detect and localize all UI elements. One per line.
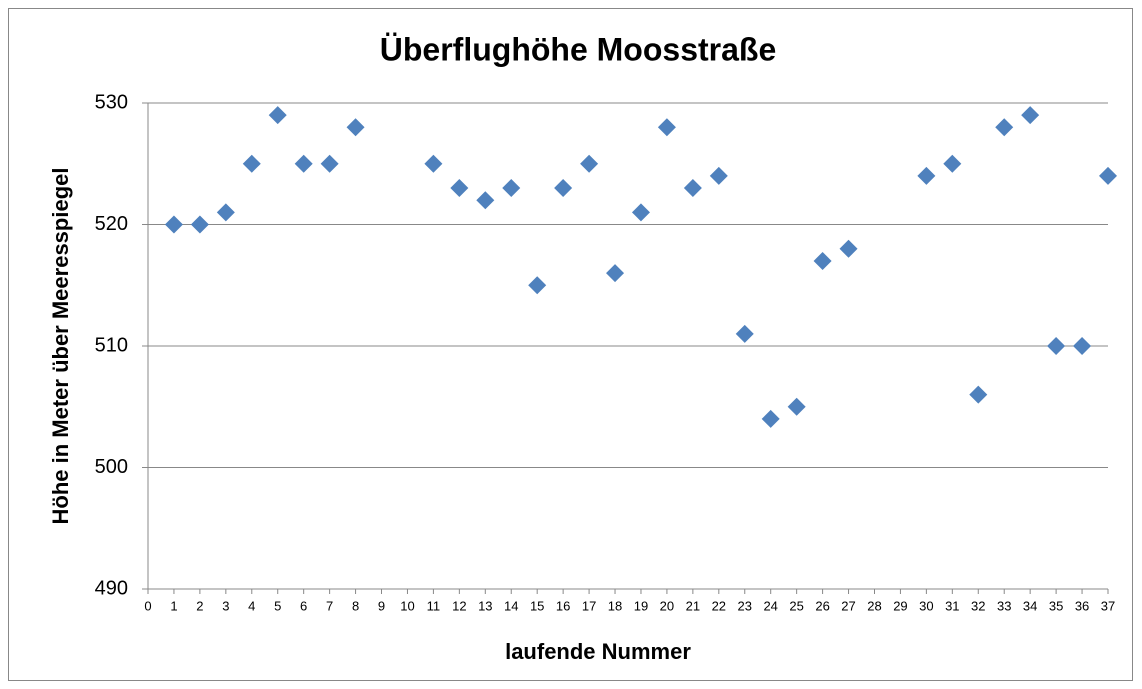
x-tick-label: 34 [1023, 598, 1037, 613]
x-tick-label: 6 [300, 598, 307, 613]
data-point [787, 397, 806, 416]
data-point [164, 215, 183, 234]
data-point [761, 409, 780, 428]
x-tick-label: 32 [971, 598, 985, 613]
x-tick-label: 31 [945, 598, 959, 613]
data-point [294, 154, 313, 173]
data-point [1099, 166, 1117, 185]
x-tick-label: 27 [841, 598, 855, 613]
x-tick-label: 13 [478, 598, 492, 613]
x-tick-label: 19 [634, 598, 648, 613]
x-tick-label: 17 [582, 598, 596, 613]
data-point [268, 106, 287, 125]
y-tick-label: 500 [95, 456, 128, 478]
x-tick-label: 33 [997, 598, 1011, 613]
data-point [969, 385, 988, 404]
x-tick-label: 3 [222, 598, 229, 613]
data-point [839, 239, 858, 258]
chart-border [8, 8, 1133, 681]
data-point [242, 154, 261, 173]
x-axis-label: laufende Nummer [505, 639, 691, 664]
x-tick-label: 29 [893, 598, 907, 613]
data-point [995, 118, 1014, 137]
data-point [190, 215, 209, 234]
x-tick-label: 16 [556, 598, 570, 613]
data-point [554, 179, 573, 198]
data-point [424, 154, 443, 173]
x-tick-label: 21 [686, 598, 700, 613]
data-point [709, 166, 728, 185]
x-tick-label: 2 [196, 598, 203, 613]
x-tick-label: 24 [763, 598, 777, 613]
y-tick-label: 530 [95, 91, 128, 113]
x-tick-label: 9 [378, 598, 385, 613]
y-axis-label: Höhe in Meter über Meeresspiegel [48, 168, 73, 525]
data-point [528, 276, 547, 295]
data-point [502, 179, 521, 198]
x-tick-label: 30 [919, 598, 933, 613]
x-tick-label: 23 [738, 598, 752, 613]
x-tick-label: 15 [530, 598, 544, 613]
x-tick-label: 26 [815, 598, 829, 613]
x-tick-label: 37 [1101, 598, 1115, 613]
x-tick-label: 36 [1075, 598, 1089, 613]
x-tick-label: 7 [326, 598, 333, 613]
data-point [631, 203, 650, 222]
data-point [580, 154, 599, 173]
data-point [657, 118, 676, 137]
x-tick-label: 1 [170, 598, 177, 613]
data-point [683, 179, 702, 198]
data-point [606, 264, 625, 283]
x-tick-label: 5 [274, 598, 281, 613]
data-point [735, 324, 754, 343]
x-tick-label: 35 [1049, 598, 1063, 613]
y-tick-label: 490 [95, 577, 128, 599]
x-tick-label: 28 [867, 598, 881, 613]
data-point [476, 191, 495, 210]
data-point [1047, 337, 1066, 355]
chart-title: Überflughöhe Moosstraße [380, 31, 776, 67]
x-tick-label: 11 [427, 598, 441, 613]
y-tick-label: 510 [95, 334, 128, 356]
x-tick-label: 22 [712, 598, 726, 613]
data-point [1073, 337, 1092, 355]
x-tick-label: 12 [452, 598, 466, 613]
x-tick-label: 14 [504, 598, 518, 613]
x-tick-label: 18 [608, 598, 622, 613]
data-point [320, 154, 339, 173]
data-point [813, 251, 832, 270]
x-tick-label: 4 [248, 598, 255, 613]
x-tick-label: 10 [400, 598, 414, 613]
x-tick-label: 25 [789, 598, 803, 613]
x-tick-label: 20 [660, 598, 674, 613]
data-point [346, 118, 365, 137]
data-point [917, 166, 936, 185]
x-tick-label: 0 [144, 598, 151, 613]
data-point [216, 203, 235, 222]
data-point [450, 179, 469, 198]
data-point [1021, 106, 1040, 125]
x-tick-label: 8 [352, 598, 359, 613]
data-point [943, 154, 962, 173]
y-tick-label: 520 [95, 213, 128, 235]
